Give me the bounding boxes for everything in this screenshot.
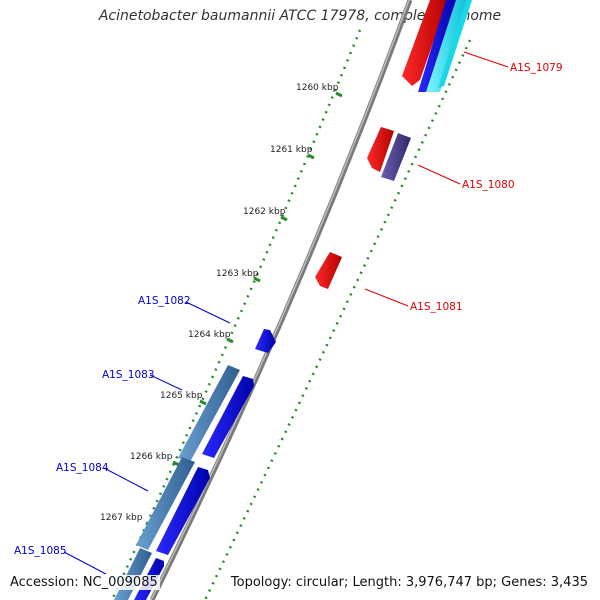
tick-marks [145,91,343,528]
tick-label-1266: 1266 kbp [130,452,173,462]
gene-a1s-1084-reverse-cds[interactable] [156,467,210,555]
tick-label-1267: 1267 kbp [100,513,143,523]
a1s-1081-leader [364,288,409,307]
rna-feature-edge [438,0,472,88]
gene-label-a1s-1079[interactable]: A1S_1079 [510,62,563,74]
tick-label-1261: 1261 kbp [270,145,313,155]
gene-a1s-1083-blast-hit[interactable] [178,365,240,462]
gene-label-a1s-1082[interactable]: A1S_1082 [138,295,191,307]
tick-label-1265: 1265 kbp [160,391,203,401]
a1s-1083-leader [149,374,183,391]
left-dotted-track [110,29,362,600]
gene-a1s-1081-forward-cds[interactable] [315,252,342,289]
gene-label-a1s-1080[interactable]: A1S_1080 [462,179,515,191]
gene-a1s-1083-reverse-cds[interactable] [202,376,254,458]
gene-label-a1s-1084[interactable]: A1S_1084 [56,462,109,474]
a1s-1085-leader [63,551,107,575]
tick-label-1264: 1264 kbp [188,330,231,340]
a1s-1084-leader [103,467,149,492]
accession-text: Accession: NC_009085 [8,575,160,590]
gene-a1s-1082-reverse-cds[interactable] [255,329,276,353]
tick-label-1263: 1263 kbp [216,269,259,279]
gene-label-a1s-1085[interactable]: A1S_1085 [14,545,67,557]
genome-backbone [149,0,413,600]
a1s-1080-leader [417,164,461,185]
right-dotted-track [203,39,472,600]
gene-a1s-1079-forward-cds[interactable] [402,0,448,86]
gene-label-a1s-1083[interactable]: A1S_1083 [102,369,155,381]
gene-label-a1s-1081[interactable]: A1S_1081 [410,301,463,313]
gene-a1s-1080-forward-cds[interactable] [367,127,394,172]
genome-summary-text: Topology: circular; Length: 3,976,747 bp… [228,575,590,590]
tick-label-1262: 1262 kbp [243,207,286,217]
gene-a1s-1084-blast-hit[interactable] [136,457,195,550]
reverse-cds-feature[interactable] [418,0,458,92]
a1s-1082-leader [185,301,231,324]
purple-feature[interactable] [381,133,411,181]
a1s-1079-leader [463,51,509,68]
tick-label-1260: 1260 kbp [296,83,339,93]
